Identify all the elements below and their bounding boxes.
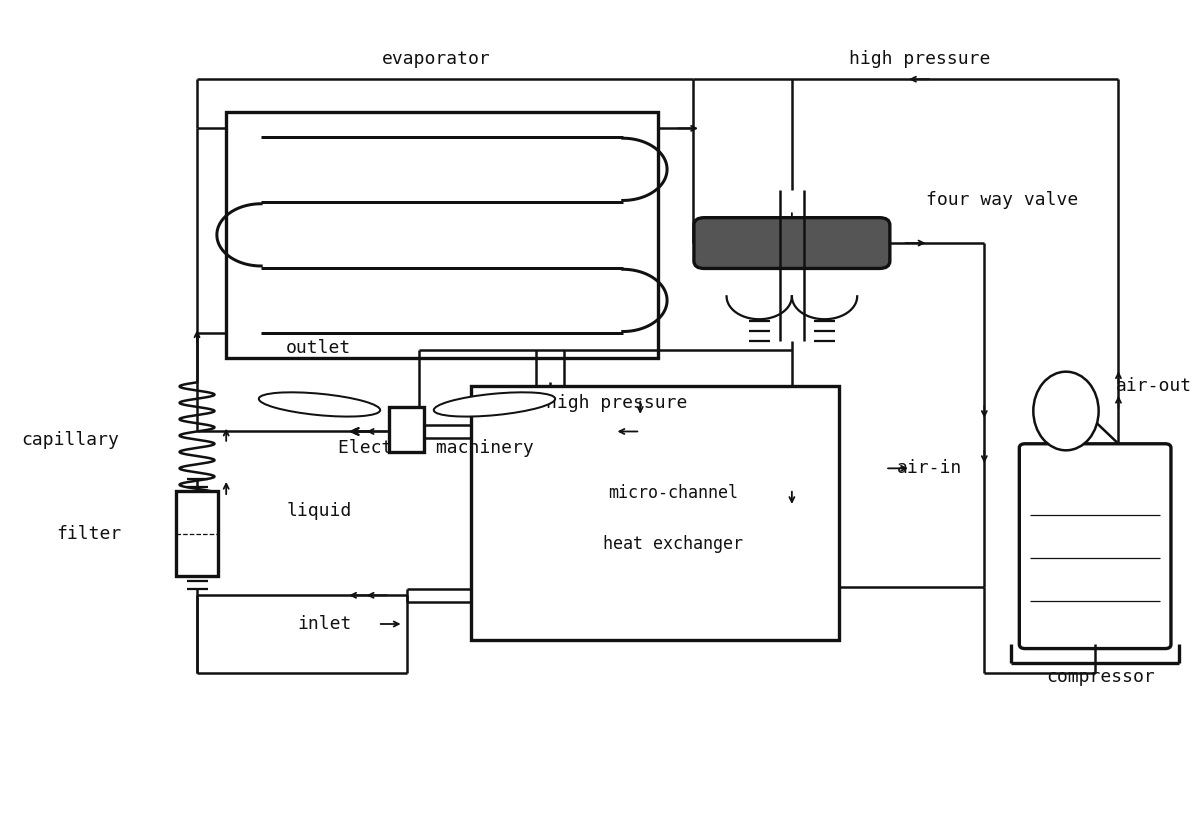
Text: high pressure: high pressure	[546, 394, 688, 412]
Text: air-in: air-in	[896, 459, 962, 478]
Text: compressor: compressor	[1046, 668, 1156, 686]
Text: four way valve: four way valve	[926, 191, 1079, 209]
Bar	[176, 492, 218, 576]
Text: high pressure: high pressure	[850, 50, 991, 67]
FancyBboxPatch shape	[694, 218, 890, 269]
Bar	[472, 386, 839, 640]
Bar	[390, 407, 425, 452]
Text: Electric machinery: Electric machinery	[338, 439, 534, 457]
Ellipse shape	[433, 392, 556, 417]
Text: outlet: outlet	[286, 339, 350, 357]
Text: micro-channel: micro-channel	[608, 484, 738, 502]
Bar	[226, 112, 658, 358]
Text: capillary: capillary	[22, 431, 119, 449]
Text: air-out: air-out	[1115, 377, 1192, 395]
Ellipse shape	[259, 392, 380, 417]
Text: filter: filter	[56, 525, 121, 543]
Text: evaporator: evaporator	[382, 50, 491, 67]
Ellipse shape	[1033, 372, 1099, 450]
FancyBboxPatch shape	[1019, 444, 1171, 649]
Text: inlet: inlet	[298, 615, 352, 633]
Text: liquid: liquid	[287, 502, 352, 520]
Text: heat exchanger: heat exchanger	[604, 535, 743, 553]
